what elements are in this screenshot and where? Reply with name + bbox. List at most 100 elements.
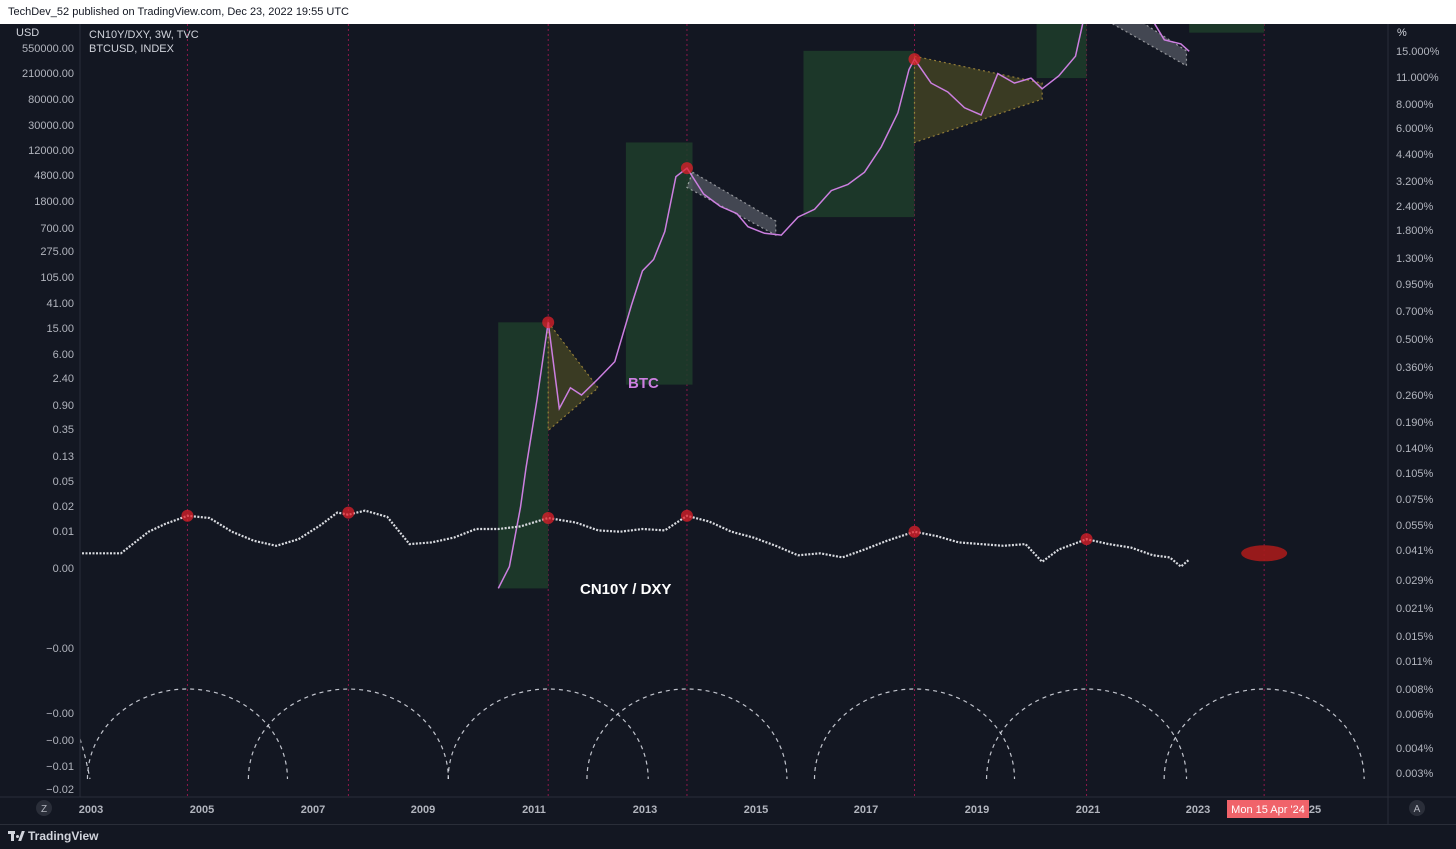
right-axis-tick: 0.006% — [1396, 709, 1434, 721]
left-axis-tick: 41.00 — [46, 298, 74, 310]
left-axis-tick: −0.00 — [46, 735, 74, 747]
cn-top-marker — [680, 509, 693, 522]
tradingview-logo-icon — [8, 830, 25, 842]
left-axis-tick: 0.13 — [53, 451, 74, 463]
right-axis-tick: 0.011% — [1396, 656, 1433, 668]
right-axis-tick: 0.041% — [1396, 545, 1434, 557]
impulse-box — [625, 142, 693, 385]
right-axis-tick: 8.000% — [1396, 99, 1434, 111]
chart-canvas[interactable]: USD 550000.00 210000.00 80000.00 30000.00 120… — [0, 0, 1456, 824]
x-axis-tick: 2007 — [301, 804, 325, 816]
left-axis-tick: 15.00 — [46, 323, 74, 335]
crosshair-date-label: Mon 15 Apr '24 — [1231, 804, 1305, 816]
tradingview-logo[interactable]: TradingView — [8, 829, 98, 843]
cycle-arc — [1163, 688, 1365, 780]
cycle-arc — [86, 688, 289, 780]
left-axis-tick: 30000.00 — [28, 120, 74, 132]
impulse-box — [498, 322, 549, 589]
right-axis-tick: 11.000% — [1396, 72, 1439, 84]
right-axis-tick: 0.950% — [1396, 279, 1434, 291]
triangle-pattern — [913, 55, 1043, 144]
right-axis-tick: 1.800% — [1396, 225, 1434, 237]
zoom-button-label: Z — [41, 804, 47, 815]
right-axis-tick: 0.008% — [1396, 684, 1434, 696]
left-axis-tick: 0.90 — [53, 400, 74, 412]
left-axis-tick: 6.00 — [53, 349, 74, 361]
cn-top-marker — [342, 506, 355, 519]
impulse-box — [1189, 0, 1265, 33]
x-axis-tick: 2013 — [633, 804, 657, 816]
footer-bar: TradingView — [0, 824, 1456, 849]
impulse-box — [1036, 0, 1087, 79]
left-axis-tick: 550000.00 — [22, 43, 74, 55]
x-axis-tick: 2005 — [190, 804, 214, 816]
btc-price-line — [497, 0, 1190, 589]
right-axis-tick: 1.300% — [1396, 253, 1434, 265]
triangle-pattern — [547, 320, 599, 432]
auto-scale-button[interactable] — [1409, 800, 1425, 816]
publish-text: TechDev_52 published on TradingView.com,… — [8, 6, 350, 18]
chart-area[interactable]: USD 550000.00 210000.00 80000.00 30000.00 120… — [0, 0, 1456, 824]
right-axis-tick: 0.700% — [1396, 306, 1434, 318]
right-axis-tick: 0.360% — [1396, 362, 1434, 374]
right-axis-tick: 0.003% — [1396, 768, 1434, 780]
right-axis-tick: 0.500% — [1396, 334, 1434, 346]
brand-text: TradingView — [28, 829, 99, 843]
right-axis-tick: 0.029% — [1396, 575, 1434, 587]
x-axis-tick: 2023 — [1186, 804, 1210, 816]
left-axis-tick: −0.01 — [46, 761, 74, 773]
projected-cn-top-marker — [1241, 545, 1288, 562]
right-axis-tick: 0.055% — [1396, 520, 1434, 532]
x-axis-tick: 2017 — [854, 804, 878, 816]
right-axis-tick: 0.260% — [1396, 390, 1434, 402]
descending-channel — [1085, 0, 1188, 67]
auto-scale-button-label: A — [1414, 804, 1421, 815]
left-axis-tick: −0.02 — [46, 784, 74, 796]
left-axis-tick: 4800.00 — [34, 170, 74, 182]
x-axis-tick: 2009 — [411, 804, 435, 816]
right-axis-tick: 0.004% — [1396, 743, 1434, 755]
right-axis-tick: 6.000% — [1396, 123, 1434, 135]
legend-item: BTCUSD, INDEX — [89, 43, 175, 55]
left-axis-tick: 1800.00 — [34, 196, 74, 208]
left-axis-tick: 0.35 — [53, 424, 74, 436]
x-axis-tick: 25 — [1309, 804, 1321, 816]
zoom-button[interactable] — [36, 800, 52, 816]
left-axis-tick: 0.05 — [53, 476, 74, 488]
right-axis-tick: 4.400% — [1396, 149, 1434, 161]
left-axis-tick: 0.00 — [53, 563, 74, 575]
left-axis-tick: 275.00 — [40, 246, 74, 258]
x-axis-tick: 2019 — [965, 804, 989, 816]
descending-channel — [686, 171, 777, 237]
cn-top-marker — [1080, 533, 1093, 546]
left-axis-tick: −0.00 — [46, 708, 74, 720]
btc-top-marker — [542, 316, 555, 329]
right-axis-tick: 0.015% — [1396, 631, 1434, 643]
right-axis-tick: 0.190% — [1396, 417, 1434, 429]
publish-banner: TechDev_52 published on TradingView.com,… — [0, 0, 1456, 24]
btc-series-label: BTC — [628, 375, 659, 392]
cycle-arc — [586, 688, 788, 780]
right-axis-tick: 2.400% — [1396, 201, 1434, 213]
cn-top-marker — [181, 509, 194, 522]
left-axis-tick: 0.01 — [53, 526, 74, 538]
left-axis-tick: 2.40 — [53, 373, 74, 385]
right-axis-tick: 0.075% — [1396, 494, 1434, 506]
x-axis-tick: 2003 — [79, 804, 103, 816]
right-axis-tick: 15.000% — [1396, 46, 1440, 58]
btc-top-marker — [908, 53, 921, 66]
right-axis-tick: 0.105% — [1396, 468, 1434, 480]
cycle-arc — [447, 688, 649, 780]
impulse-box — [803, 50, 915, 218]
cycle-arc — [79, 738, 91, 780]
right-axis-tick: 3.200% — [1396, 176, 1434, 188]
left-axis-tick: 105.00 — [40, 272, 74, 284]
cn10y-dxy-series-label: CN10Y / DXY — [580, 581, 671, 598]
cycle-arc — [813, 688, 1016, 780]
x-axis-tick: 2011 — [522, 804, 546, 816]
legend-item: CN10Y/DXY, 3W, TVC — [89, 29, 199, 41]
right-axis-tick: 0.140% — [1396, 443, 1434, 455]
cn-top-marker — [908, 525, 921, 538]
right-axis-tick: 0.021% — [1396, 603, 1434, 615]
cn-top-marker — [542, 512, 555, 524]
